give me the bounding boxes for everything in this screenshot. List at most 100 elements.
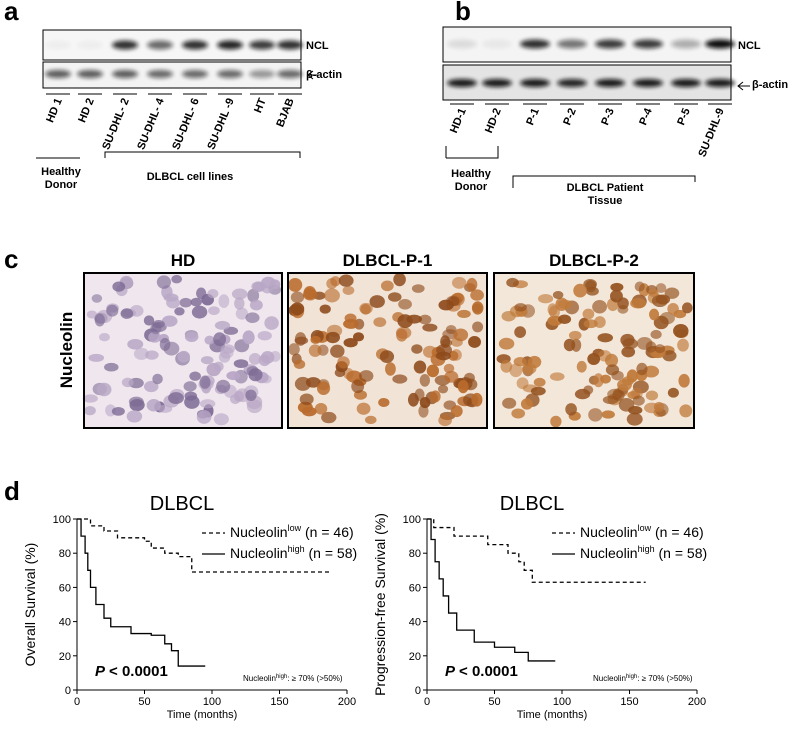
- nucleus: [593, 373, 604, 388]
- nucleus: [121, 377, 134, 388]
- nucleus: [588, 408, 603, 422]
- text-part: : ≥ 70% (>50%): [637, 674, 693, 683]
- nucleus: [413, 360, 427, 374]
- text-part: P: [95, 663, 106, 680]
- nucleus: [568, 330, 582, 340]
- x-tick-label: 200: [338, 696, 356, 708]
- nucleus: [681, 302, 693, 314]
- nucleus: [359, 302, 373, 315]
- nucleus: [314, 402, 328, 415]
- nucleus: [472, 321, 484, 333]
- nucleus: [152, 320, 165, 329]
- nucleus: [679, 404, 693, 418]
- group-label: Healthy Donor: [451, 168, 491, 193]
- nucleus: [380, 280, 394, 292]
- nucleus: [502, 397, 517, 409]
- nucleus: [565, 403, 577, 416]
- nucleus: [520, 398, 533, 410]
- x-tick-label: 200: [688, 696, 706, 708]
- lane-label: P-5: [675, 107, 693, 127]
- lane-label: P-1: [524, 107, 542, 127]
- lane-label: HD 1: [44, 97, 65, 125]
- band: [277, 40, 303, 50]
- nucleus: [587, 353, 601, 366]
- nucleus: [359, 370, 374, 382]
- lane-label: SU-DHL- 2: [100, 97, 132, 152]
- x-tick-label: 150: [270, 696, 288, 708]
- nucleus: [650, 329, 662, 340]
- nucleus: [601, 410, 615, 419]
- nucleus: [552, 291, 564, 300]
- nucleus: [163, 293, 179, 302]
- nucleus: [146, 399, 161, 412]
- nucleus: [447, 296, 460, 307]
- nucleus: [324, 288, 340, 303]
- nucleus: [94, 313, 105, 327]
- y-tick-label: 60: [409, 582, 421, 594]
- nucleus: [248, 353, 262, 365]
- nucleus: [249, 299, 263, 311]
- nucleus: [655, 294, 671, 305]
- nucleus: [207, 289, 219, 299]
- nucleus: [208, 306, 220, 316]
- lane-label: HD-2: [483, 107, 504, 135]
- nucleus: [411, 344, 423, 354]
- nucleus: [379, 350, 395, 363]
- nucleus: [621, 346, 636, 358]
- nucleus: [501, 310, 516, 322]
- nucleus: [179, 297, 192, 308]
- nucleus: [385, 362, 396, 376]
- nucleus: [550, 415, 562, 428]
- nucleus: [199, 375, 211, 389]
- nucleus: [199, 399, 216, 409]
- lane-label: HD 2: [76, 97, 97, 125]
- nucleus: [634, 281, 645, 292]
- lane-label: HD-1: [448, 107, 469, 135]
- nucleus: [533, 377, 546, 387]
- nucleus: [673, 324, 689, 338]
- row-label: Nucleolin: [57, 312, 76, 389]
- nucleus: [557, 314, 572, 325]
- nucleus: [264, 316, 279, 330]
- nucleus: [457, 379, 469, 394]
- footnote: Nucleolinhigh: ≥ 70% (>50%): [593, 674, 693, 683]
- nucleus: [330, 344, 345, 358]
- y-tick-label: 40: [59, 617, 71, 629]
- band: [595, 79, 625, 87]
- nucleus: [351, 379, 365, 394]
- nucleus: [127, 338, 144, 350]
- nucleus: [388, 292, 402, 302]
- nucleus: [190, 297, 202, 307]
- nucleus: [369, 295, 385, 309]
- lane-label: P-3: [599, 107, 617, 127]
- nucleus: [585, 286, 599, 296]
- nucleus: [468, 336, 481, 348]
- nucleus: [444, 370, 459, 383]
- nucleus: [435, 351, 452, 361]
- lane-label: SU-DHL- 6: [170, 97, 202, 152]
- nucleus: [226, 371, 241, 381]
- nucleus: [549, 372, 565, 381]
- nucleus: [605, 364, 620, 376]
- nucleus: [305, 377, 321, 388]
- y-tick-label: 80: [409, 548, 421, 560]
- band: [705, 79, 735, 87]
- nucleus: [648, 288, 659, 298]
- nucleus: [667, 303, 679, 315]
- nucleus: [411, 284, 425, 293]
- nucleus: [245, 389, 257, 402]
- x-tick-label: 100: [553, 696, 571, 708]
- text-part: high: [288, 544, 305, 554]
- micrograph-title: HD: [171, 251, 196, 270]
- y-axis-label: Progression-free Survival (%): [372, 513, 388, 696]
- legend-entry: Nucleolinhigh (n = 58): [230, 544, 357, 561]
- x-axis-label: Time (months): [517, 709, 588, 721]
- nucleus: [143, 380, 159, 393]
- nucleus: [378, 397, 390, 407]
- nucleus: [338, 274, 354, 287]
- group-label: DLBCL Patient Tissue: [567, 182, 644, 207]
- nucleus: [450, 349, 462, 361]
- nucleus: [678, 373, 690, 388]
- nucleus: [451, 276, 467, 289]
- band: [671, 39, 701, 49]
